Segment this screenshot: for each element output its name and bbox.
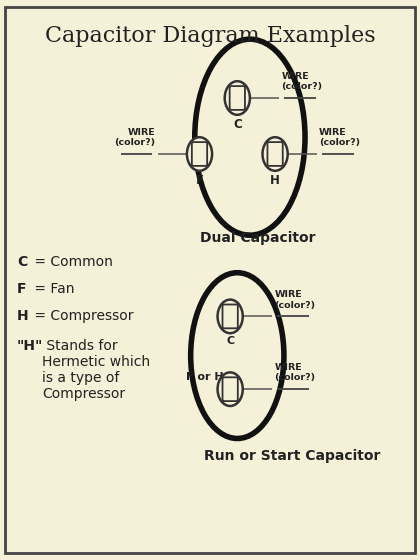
Text: F: F (17, 282, 26, 296)
Text: = Fan: = Fan (30, 282, 75, 296)
Circle shape (187, 137, 212, 171)
Text: C: C (233, 118, 241, 130)
Text: = Compressor: = Compressor (30, 309, 134, 323)
FancyBboxPatch shape (223, 377, 238, 401)
Text: Capacitor Diagram Examples: Capacitor Diagram Examples (45, 25, 375, 48)
Text: WIRE
(color?): WIRE (color?) (274, 290, 315, 310)
Text: H: H (270, 174, 280, 186)
Circle shape (218, 372, 243, 406)
Text: C: C (226, 336, 234, 346)
FancyBboxPatch shape (268, 142, 283, 166)
Circle shape (262, 137, 288, 171)
Text: F or H: F or H (186, 372, 224, 382)
FancyBboxPatch shape (192, 142, 207, 166)
FancyBboxPatch shape (223, 305, 238, 328)
Circle shape (218, 300, 243, 333)
Text: WIRE
(color?): WIRE (color?) (274, 363, 315, 382)
Text: WIRE
(color?): WIRE (color?) (319, 128, 360, 147)
Text: WIRE
(color?): WIRE (color?) (114, 128, 155, 147)
Text: Run or Start Capacitor: Run or Start Capacitor (204, 449, 380, 464)
Circle shape (225, 81, 250, 115)
Ellipse shape (195, 39, 305, 235)
Text: Dual Capacitor: Dual Capacitor (200, 231, 315, 245)
Text: F: F (195, 174, 204, 186)
Text: C: C (17, 255, 27, 269)
Text: "H": "H" (17, 339, 43, 353)
Text: Stands for
Hermetic which
is a type of
Compressor: Stands for Hermetic which is a type of C… (42, 339, 150, 402)
Ellipse shape (191, 273, 284, 438)
Text: H: H (17, 309, 29, 323)
Text: = Common: = Common (30, 255, 113, 269)
FancyBboxPatch shape (230, 86, 245, 110)
Text: WIRE
(color?): WIRE (color?) (281, 72, 323, 91)
